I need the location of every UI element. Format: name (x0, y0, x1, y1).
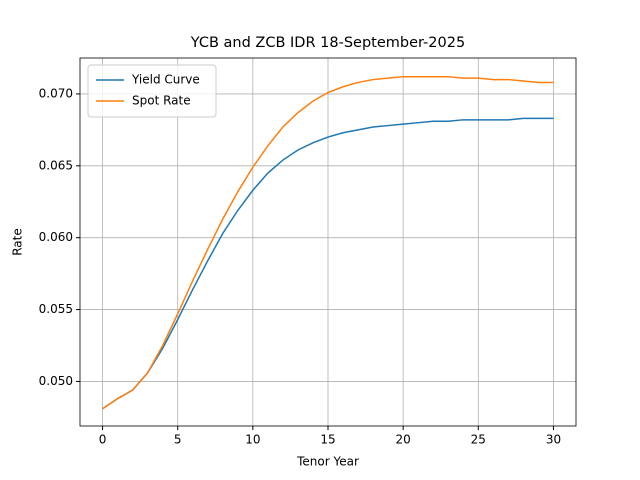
y-tick-label: 0.065 (39, 158, 73, 172)
x-tick-label: 30 (546, 433, 561, 447)
x-tick-label: 25 (471, 433, 486, 447)
legend-label: Yield Curve (131, 73, 200, 87)
legend-box (87, 64, 217, 118)
x-tick-label: 20 (396, 433, 411, 447)
y-tick-label: 0.060 (39, 230, 73, 244)
x-tick-label: 0 (99, 433, 107, 447)
x-tick-label: 15 (320, 433, 335, 447)
chart-title: YCB and ZCB IDR 18-September-2025 (190, 35, 465, 51)
line-series (102, 75, 554, 410)
y-axis-label: Rate (11, 228, 25, 256)
x-tick-label: 10 (245, 433, 260, 447)
x-tick-label: 5 (174, 433, 182, 447)
y-tick-label: 0.070 (39, 86, 73, 100)
x-axis-label: Tenor Year (296, 455, 359, 469)
y-tick-label: 0.050 (39, 374, 73, 388)
line-series (102, 117, 554, 410)
legend-label: Spot Rate (132, 94, 191, 108)
plot-frame (79, 57, 577, 427)
y-tick-label: 0.055 (39, 302, 73, 316)
legend: Yield Curve Spot Rate (87, 64, 217, 118)
